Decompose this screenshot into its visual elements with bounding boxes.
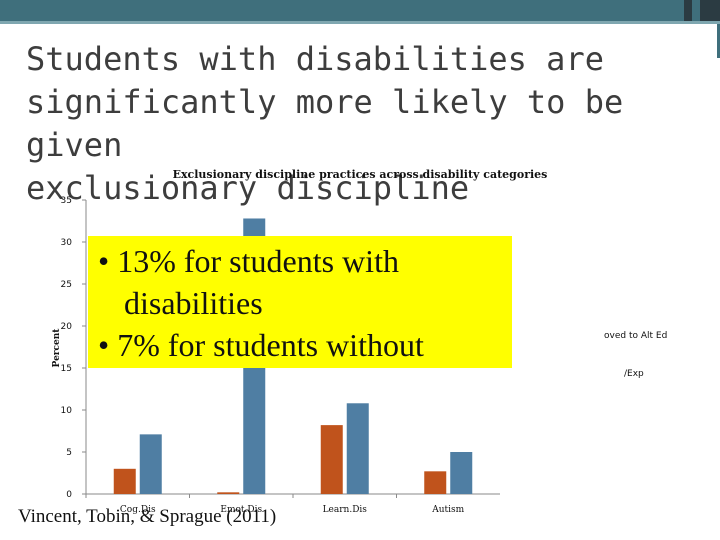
y-tick-label: 30 <box>61 238 73 248</box>
band-rule <box>0 21 720 24</box>
bar <box>424 471 447 494</box>
callout-line-disabilities: disabilities <box>124 285 263 321</box>
band-corner-block <box>700 0 720 24</box>
x-tick-label: Emot.Dis <box>220 505 262 515</box>
callout-line-with: • 13% for students with <box>98 243 399 279</box>
y-tick-label: 15 <box>61 364 72 374</box>
x-tick-label: Learn.Dis <box>323 505 368 515</box>
bar <box>217 492 240 494</box>
y-tick-label: 25 <box>61 280 72 290</box>
y-tick-label: 10 <box>61 406 73 416</box>
legend-fragment-exp: /Exp <box>624 369 644 379</box>
y-tick-label: 35 <box>61 196 72 206</box>
y-tick-label: 20 <box>61 322 73 332</box>
bar <box>113 468 136 494</box>
x-tick-label: Cog.Dis <box>120 505 156 515</box>
citation: Vincent, Tobin, & Sprague (2011) <box>18 506 277 527</box>
title-band <box>0 0 720 24</box>
slide-title: Students with disabilities are significa… <box>26 40 624 207</box>
bar <box>346 403 369 494</box>
y-tick-label: 5 <box>66 448 72 458</box>
callout-line-without: • 7% for students without <box>98 327 424 363</box>
y-tick-label: 0 <box>66 490 72 500</box>
bar <box>320 425 343 494</box>
band-accent-block <box>684 0 692 24</box>
y-axis-label: Percent <box>52 328 62 368</box>
x-tick-label: Autism <box>431 505 464 515</box>
bar <box>450 452 473 494</box>
chart-title: Exclusionary discipline practices across… <box>172 168 548 181</box>
right-edge-accent <box>717 24 720 58</box>
stats-callout: • 13% for students with disabilities • 7… <box>88 236 512 368</box>
legend-fragment-alt-ed: oved to Alt Ed <box>604 331 667 341</box>
chart-labels: 0 5 10 15 20 25 30 35 Percent Cog.Dis Emot.Dis Lear… <box>52 196 465 515</box>
bar <box>139 434 162 494</box>
